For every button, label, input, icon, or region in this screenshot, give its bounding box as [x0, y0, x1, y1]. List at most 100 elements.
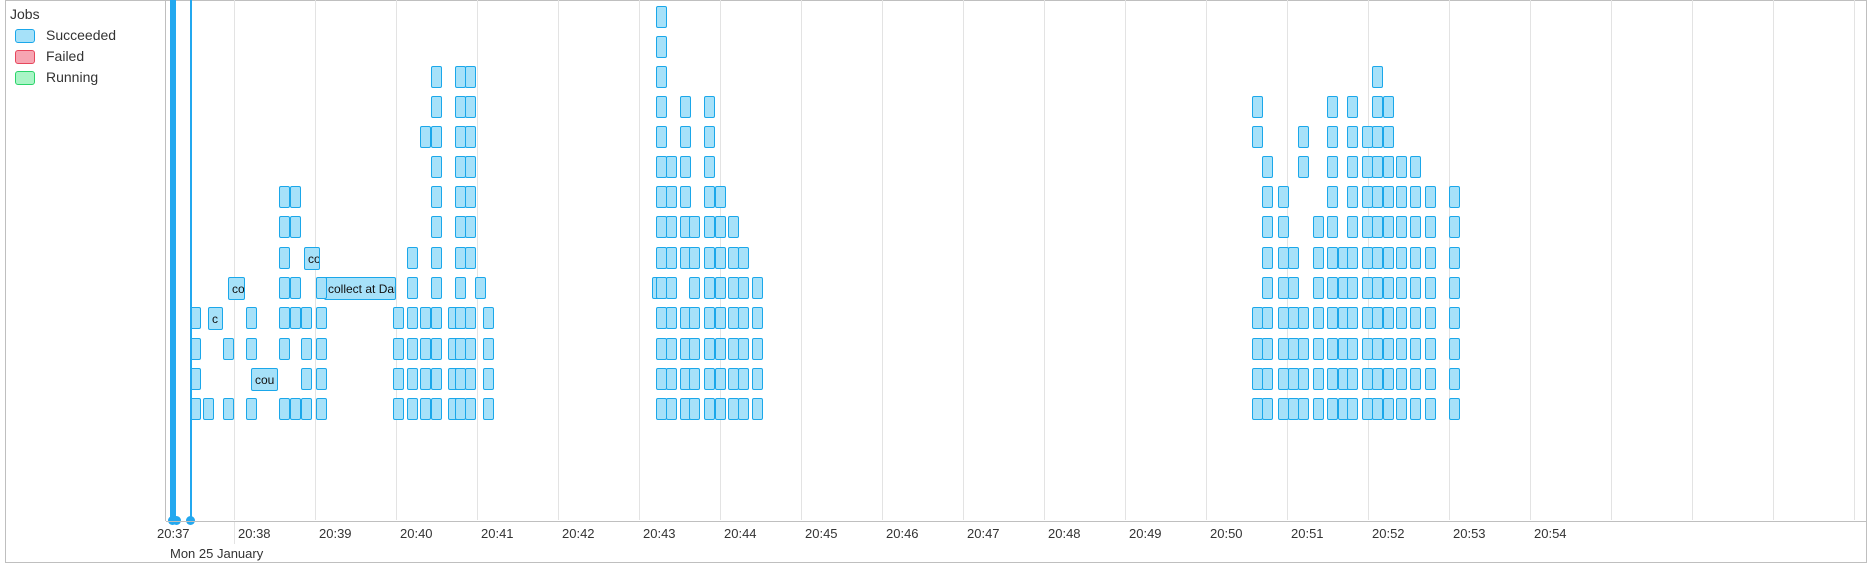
job-box[interactable]	[279, 277, 290, 299]
job-box[interactable]	[1372, 277, 1383, 299]
job-box[interactable]: c	[208, 307, 223, 330]
job-box[interactable]	[1449, 277, 1460, 299]
job-box[interactable]	[689, 338, 700, 360]
job-box[interactable]	[1298, 126, 1309, 148]
job-box[interactable]	[420, 398, 431, 420]
job-box[interactable]	[715, 216, 726, 238]
job-box[interactable]	[246, 307, 257, 329]
job-box[interactable]	[1372, 398, 1383, 420]
job-box[interactable]	[704, 156, 715, 178]
job-box[interactable]	[1449, 216, 1460, 238]
job-box[interactable]: collect at Dan	[324, 277, 396, 300]
time-marker-handle[interactable]	[186, 516, 195, 525]
job-box[interactable]	[704, 126, 715, 148]
job-box[interactable]	[689, 247, 700, 269]
job-box[interactable]	[1347, 277, 1358, 299]
job-box[interactable]	[1372, 247, 1383, 269]
job-box[interactable]	[738, 398, 749, 420]
job-box[interactable]	[704, 277, 715, 299]
job-box[interactable]	[1347, 398, 1358, 420]
job-box[interactable]	[316, 277, 327, 299]
job-box[interactable]	[465, 307, 476, 329]
job-box[interactable]	[420, 307, 431, 329]
job-box[interactable]	[1262, 186, 1273, 208]
job-box[interactable]	[704, 338, 715, 360]
time-marker-line[interactable]	[190, 0, 192, 521]
job-box[interactable]	[246, 398, 257, 420]
job-box[interactable]	[279, 186, 290, 208]
job-box[interactable]	[752, 338, 763, 360]
job-box[interactable]	[393, 398, 404, 420]
job-box[interactable]	[1327, 96, 1338, 118]
job-box[interactable]	[1449, 368, 1460, 390]
job-box[interactable]	[1425, 216, 1436, 238]
job-box[interactable]	[1410, 277, 1421, 299]
job-box[interactable]	[1347, 307, 1358, 329]
job-box[interactable]	[752, 368, 763, 390]
job-box[interactable]	[680, 126, 691, 148]
job-box[interactable]	[1298, 307, 1309, 329]
job-box[interactable]	[290, 186, 301, 208]
job-box[interactable]	[455, 277, 466, 299]
job-box[interactable]	[689, 277, 700, 299]
job-box[interactable]	[1313, 277, 1324, 299]
job-box[interactable]	[1313, 368, 1324, 390]
job-box[interactable]	[656, 6, 667, 28]
job-box[interactable]	[431, 126, 442, 148]
job-box[interactable]	[1372, 307, 1383, 329]
job-box[interactable]	[1327, 156, 1338, 178]
job-box[interactable]	[465, 247, 476, 269]
job-box[interactable]	[223, 398, 234, 420]
job-box[interactable]	[316, 398, 327, 420]
job-box[interactable]	[1372, 66, 1383, 88]
job-box[interactable]	[1262, 398, 1273, 420]
job-box[interactable]	[1449, 307, 1460, 329]
job-box[interactable]	[393, 307, 404, 329]
job-box[interactable]	[1383, 156, 1394, 178]
job-box[interactable]	[1396, 247, 1407, 269]
job-box[interactable]	[1262, 338, 1273, 360]
job-box[interactable]	[407, 307, 418, 329]
job-box[interactable]: co	[304, 247, 320, 270]
job-box[interactable]	[666, 398, 677, 420]
job-box[interactable]	[704, 96, 715, 118]
job-box[interactable]	[1383, 338, 1394, 360]
job-box[interactable]	[1425, 368, 1436, 390]
job-box[interactable]	[1396, 156, 1407, 178]
job-box[interactable]	[1396, 277, 1407, 299]
job-box[interactable]	[1410, 216, 1421, 238]
job-box[interactable]	[1327, 338, 1338, 360]
job-box[interactable]	[1449, 398, 1460, 420]
job-box[interactable]	[465, 156, 476, 178]
job-box[interactable]	[738, 277, 749, 299]
job-box[interactable]	[1372, 186, 1383, 208]
job-box[interactable]	[431, 156, 442, 178]
job-box[interactable]	[752, 398, 763, 420]
job-box[interactable]	[290, 277, 301, 299]
job-box[interactable]	[752, 307, 763, 329]
job-box[interactable]	[1347, 96, 1358, 118]
job-box[interactable]	[1262, 277, 1273, 299]
job-box[interactable]	[1425, 247, 1436, 269]
job-box[interactable]	[1313, 216, 1324, 238]
job-box[interactable]	[301, 398, 312, 420]
job-box[interactable]	[1288, 247, 1299, 269]
job-box[interactable]	[1383, 398, 1394, 420]
time-marker-line[interactable]	[170, 0, 174, 521]
job-box[interactable]	[465, 338, 476, 360]
job-box[interactable]	[1347, 216, 1358, 238]
job-box[interactable]	[715, 186, 726, 208]
job-box[interactable]	[279, 216, 290, 238]
job-box[interactable]	[1410, 398, 1421, 420]
job-box[interactable]	[1327, 307, 1338, 329]
job-box[interactable]	[1313, 338, 1324, 360]
job-box[interactable]	[1347, 156, 1358, 178]
job-box[interactable]	[407, 398, 418, 420]
job-box[interactable]	[279, 307, 290, 329]
job-box[interactable]	[431, 96, 442, 118]
job-box[interactable]	[1383, 307, 1394, 329]
job-box[interactable]	[1410, 368, 1421, 390]
job-box[interactable]	[1383, 186, 1394, 208]
job-box[interactable]	[1313, 398, 1324, 420]
job-box[interactable]	[1396, 216, 1407, 238]
